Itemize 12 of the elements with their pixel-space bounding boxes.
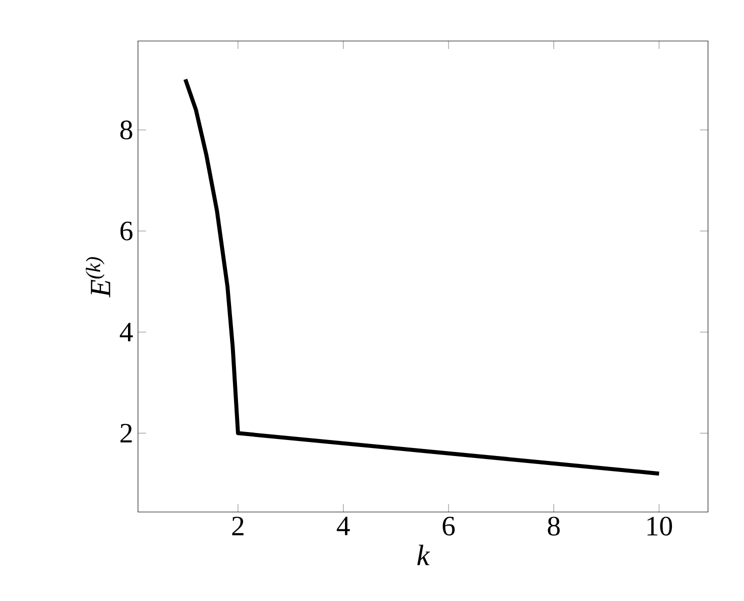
y-tick-label: 6 (120, 222, 132, 240)
x-axis-title: k (417, 544, 430, 566)
y-tick-label: 8 (120, 120, 132, 140)
x-tick-label: 10 (648, 516, 672, 536)
x-tick-label: 2 (232, 516, 244, 536)
y-tick-label: 2 (120, 424, 132, 442)
x-tick-label: 6 (442, 516, 455, 536)
line-series (183, 77, 662, 476)
x-tick-label: 8 (548, 516, 560, 536)
y-axis-title: E$^{(k)}$ (86, 257, 110, 298)
x-tick-label: 4 (336, 516, 350, 536)
y-tick-label: 4 (120, 322, 133, 342)
